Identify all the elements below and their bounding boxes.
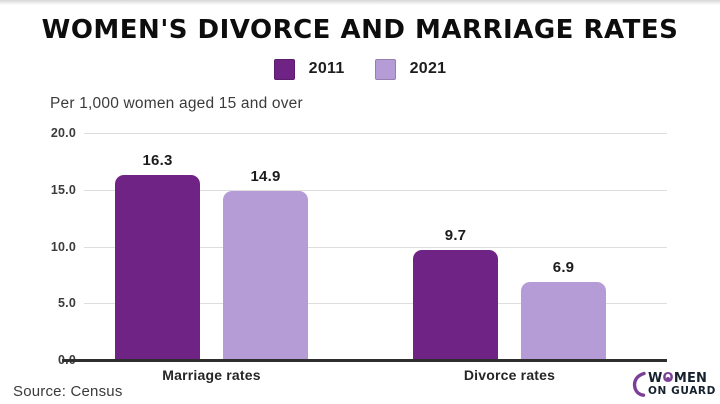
bar-2021-divorce-rates (521, 281, 606, 360)
y-tick-label: 20.0 (50, 126, 76, 140)
y-tick-label: 5.0 (58, 296, 76, 311)
logo-crescent-icon (632, 371, 646, 397)
legend-item-2011: 2011 (273, 58, 345, 80)
gridline (84, 189, 667, 191)
bar-2011-marriage-rates (115, 175, 200, 360)
logo-line1-post: MEN (673, 370, 708, 386)
logo-o-symbol: O (662, 370, 674, 386)
bar-value-label: 16.3 (142, 152, 173, 169)
logo-wordmark: WOMEN ON GUARD (648, 372, 716, 397)
y-tick-label: 15.0 (50, 182, 76, 197)
category-label: Marriage rates (162, 367, 261, 383)
y-tick-label: 10.0 (50, 239, 76, 254)
gridline (84, 246, 667, 248)
chart-subtitle: Per 1,000 women aged 15 and over (50, 95, 303, 112)
logo-line1-pre: W (648, 370, 663, 386)
legend: 2011 2021 (0, 57, 720, 81)
category-label: Divorce rates (463, 367, 556, 383)
x-axis-line (62, 359, 667, 362)
bar-2011-divorce-rates (413, 249, 498, 360)
logo-line1: WOMEN (648, 372, 716, 385)
legend-swatch-2021 (374, 58, 396, 80)
bar-value-label: 9.7 (444, 226, 467, 244)
source-note: Source: Census (13, 383, 123, 400)
women-on-guard-logo: WOMEN ON GUARD (632, 370, 716, 398)
bar-2021-marriage-rates (223, 190, 308, 360)
gridline (84, 303, 667, 305)
legend-swatch-2011 (273, 58, 295, 80)
top-edge-shadow (0, 0, 720, 5)
legend-label-2021: 2021 (409, 60, 447, 77)
legend-item-2021: 2021 (374, 58, 447, 80)
chart-title: WOMEN'S DIVORCE AND MARRIAGE RATES (41, 15, 679, 45)
logo-line2: ON GUARD (648, 384, 716, 397)
gridline (84, 133, 667, 134)
bar-value-label: 6.9 (552, 258, 575, 276)
bar-value-label: 14.9 (250, 167, 281, 185)
legend-label-2011: 2011 (308, 60, 345, 77)
